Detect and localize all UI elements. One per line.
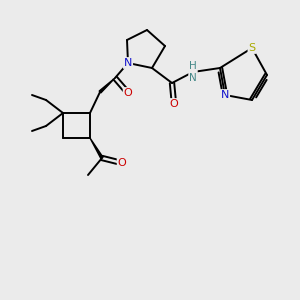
Polygon shape xyxy=(99,78,115,93)
Text: N: N xyxy=(124,58,132,68)
Polygon shape xyxy=(90,138,103,159)
Text: O: O xyxy=(124,88,132,98)
Text: N: N xyxy=(221,90,229,100)
Text: H
N: H N xyxy=(189,61,197,83)
Text: S: S xyxy=(248,43,256,53)
Text: O: O xyxy=(118,158,126,168)
Text: O: O xyxy=(169,99,178,109)
